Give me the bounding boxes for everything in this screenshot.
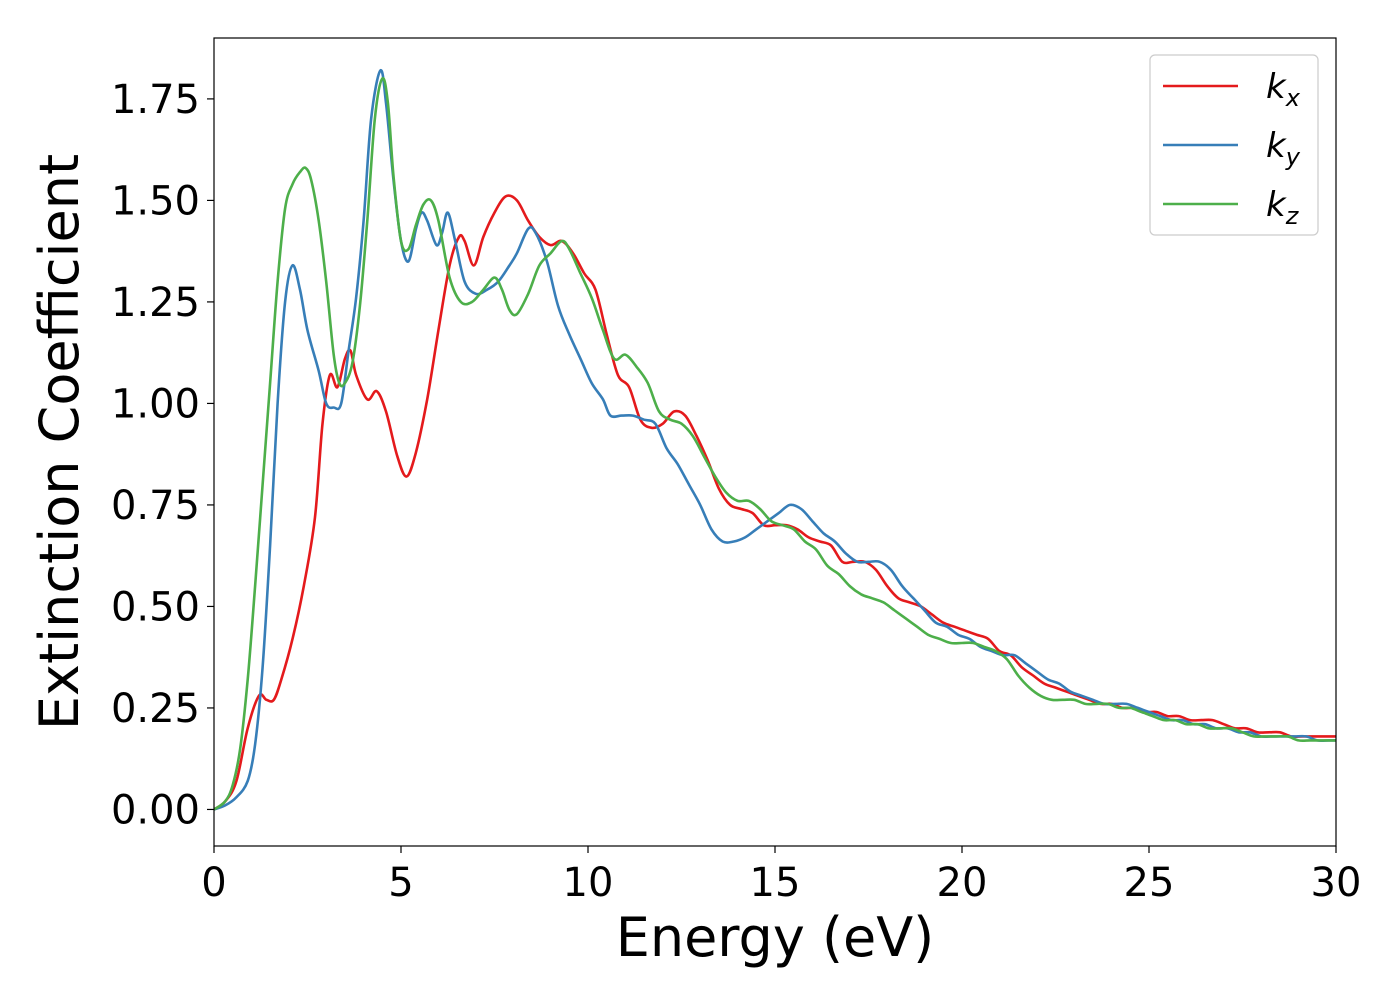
y-tick-label: 0.00 [111, 787, 200, 833]
y-axis: 0.00 0.25 0.50 0.75 1.00 1.25 1.50 1.75 [111, 77, 214, 833]
x-tick-label: 25 [1124, 860, 1175, 906]
x-tick-label: 0 [201, 860, 226, 906]
legend-label-ky: ky [1266, 126, 1301, 171]
y-axis-label: Extinction Coefficient [28, 154, 91, 730]
y-tick-label: 1.50 [111, 178, 200, 224]
x-tick-label: 20 [937, 860, 988, 906]
y-tick-label: 0.25 [111, 686, 200, 732]
legend: kx ky kz [1149, 54, 1319, 236]
legend-label-kz: kz [1266, 185, 1300, 230]
x-tick-label: 5 [388, 860, 413, 906]
series-line-ky [214, 69, 1336, 811]
series-layer [214, 69, 1336, 811]
y-tick-label: 1.25 [111, 280, 200, 326]
y-tick-label: 0.75 [111, 483, 200, 529]
x-tick-label: 10 [563, 860, 614, 906]
series-line-kz [214, 76, 1336, 811]
x-tick-label: 15 [750, 860, 801, 906]
x-axis: 0 5 10 15 20 25 30 [201, 846, 1361, 906]
series-line-kx [214, 194, 1336, 811]
legend-label-kx: kx [1266, 67, 1301, 112]
x-axis-label: Energy (eV) [616, 906, 935, 969]
y-tick-label: 1.00 [111, 381, 200, 427]
y-tick-label: 0.50 [111, 584, 200, 630]
x-tick-label: 30 [1311, 860, 1362, 906]
y-tick-label: 1.75 [111, 77, 200, 123]
